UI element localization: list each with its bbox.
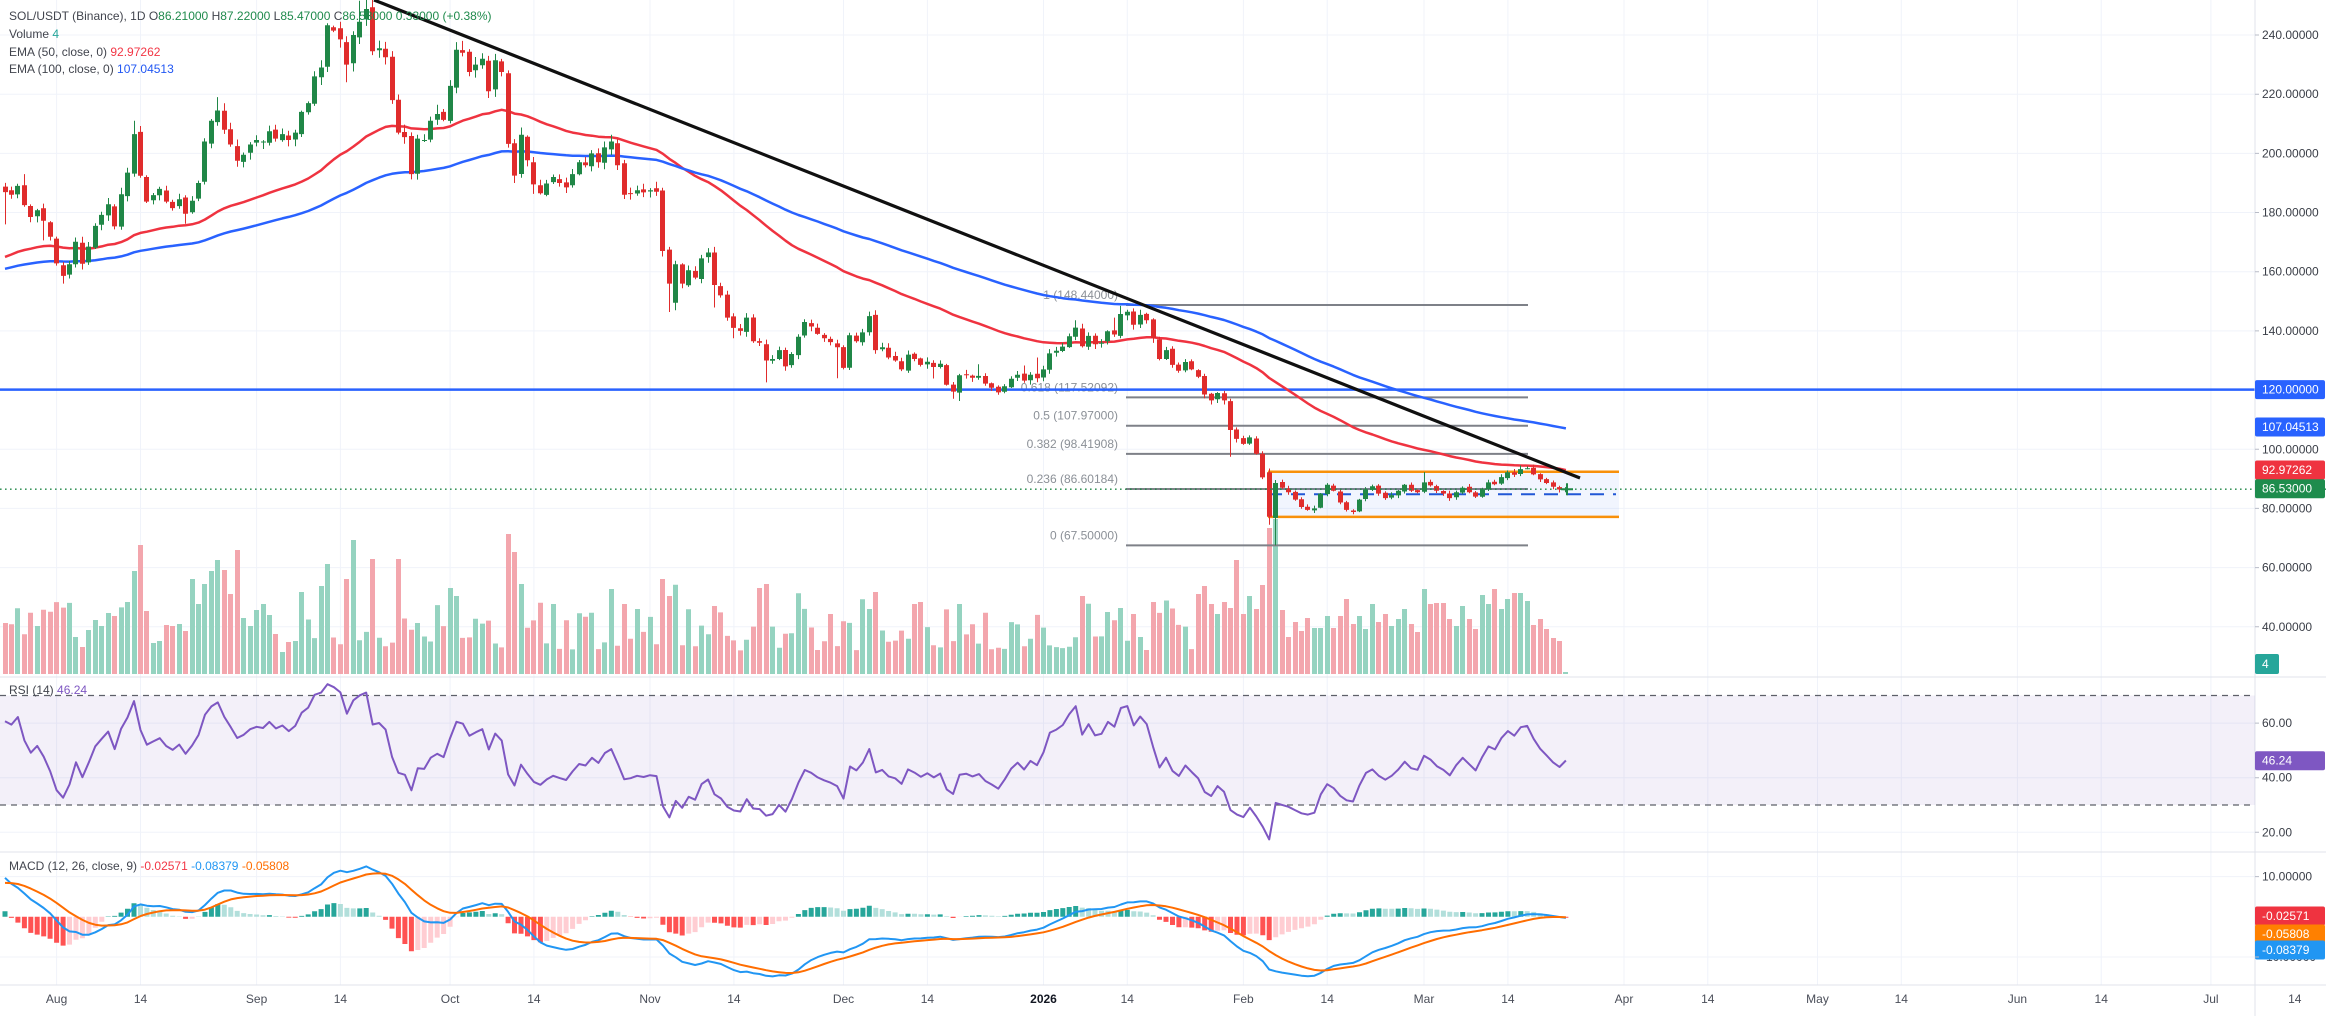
svg-text:200.00000: 200.00000 bbox=[2262, 146, 2319, 160]
svg-text:0.236 (86.60184): 0.236 (86.60184) bbox=[1027, 472, 1118, 486]
svg-text:220.00000: 220.00000 bbox=[2262, 87, 2319, 101]
svg-text:180.00000: 180.00000 bbox=[2262, 206, 2319, 220]
svg-text:Dec: Dec bbox=[833, 992, 854, 1006]
svg-text:60.00000: 60.00000 bbox=[2262, 561, 2312, 575]
svg-text:14: 14 bbox=[2288, 992, 2302, 1006]
svg-text:80.00000: 80.00000 bbox=[2262, 501, 2312, 515]
svg-text:EMA (50, close, 0) 92.97262: EMA (50, close, 0) 92.97262 bbox=[9, 45, 161, 59]
svg-text:14: 14 bbox=[1895, 992, 1909, 1006]
svg-text:160.00000: 160.00000 bbox=[2262, 265, 2319, 279]
svg-text:SOL/USDT (Binance), 1D O86.21: SOL/USDT (Binance), 1D O86.21000 H87.220… bbox=[9, 9, 492, 23]
svg-text:92.97262: 92.97262 bbox=[2262, 463, 2312, 477]
svg-text:14: 14 bbox=[2095, 992, 2109, 1006]
svg-text:40.00000: 40.00000 bbox=[2262, 620, 2312, 634]
svg-text:14: 14 bbox=[527, 992, 541, 1006]
svg-text:Sep: Sep bbox=[246, 992, 268, 1006]
svg-text:240.00000: 240.00000 bbox=[2262, 28, 2319, 42]
svg-text:Volume 4: Volume 4 bbox=[9, 27, 59, 41]
svg-text:14: 14 bbox=[1321, 992, 1335, 1006]
svg-text:14: 14 bbox=[334, 992, 348, 1006]
svg-text:2026: 2026 bbox=[1030, 992, 1057, 1006]
svg-text:MACD (12, 26, close, 9) -0.02: MACD (12, 26, close, 9) -0.02571 -0.0837… bbox=[9, 859, 290, 873]
svg-text:40.00: 40.00 bbox=[2262, 771, 2292, 785]
svg-text:0.5 (107.97000): 0.5 (107.97000) bbox=[1033, 409, 1118, 423]
svg-text:60.00: 60.00 bbox=[2262, 716, 2292, 730]
svg-text:0 (67.50000): 0 (67.50000) bbox=[1050, 528, 1118, 542]
svg-text:Jun: Jun bbox=[2008, 992, 2027, 1006]
svg-text:Oct: Oct bbox=[441, 992, 460, 1006]
svg-text:-0.02571: -0.02571 bbox=[2262, 909, 2310, 923]
svg-text:Nov: Nov bbox=[639, 992, 660, 1006]
svg-text:EMA (100, close, 0) 107.04513: EMA (100, close, 0) 107.04513 bbox=[9, 62, 174, 76]
svg-text:140.00000: 140.00000 bbox=[2262, 324, 2319, 338]
svg-text:Apr: Apr bbox=[1615, 992, 1634, 1006]
svg-text:-0.08379: -0.08379 bbox=[2262, 943, 2310, 957]
svg-text:10.00000: 10.00000 bbox=[2262, 870, 2312, 884]
svg-text:100.00000: 100.00000 bbox=[2262, 442, 2319, 456]
svg-text:RSI (14) 46.24: RSI (14) 46.24 bbox=[9, 683, 87, 697]
svg-text:14: 14 bbox=[727, 992, 741, 1006]
svg-text:107.04513: 107.04513 bbox=[2262, 420, 2319, 434]
svg-text:46.24: 46.24 bbox=[2262, 754, 2292, 768]
svg-text:0.382 (98.41908): 0.382 (98.41908) bbox=[1027, 437, 1118, 451]
svg-text:120.00000: 120.00000 bbox=[2262, 383, 2319, 397]
svg-text:Mar: Mar bbox=[1414, 992, 1435, 1006]
svg-text:14: 14 bbox=[1701, 992, 1715, 1006]
svg-text:14: 14 bbox=[1121, 992, 1135, 1006]
svg-text:0.618 (117.52092): 0.618 (117.52092) bbox=[1021, 380, 1118, 394]
svg-text:14: 14 bbox=[1501, 992, 1515, 1006]
svg-text:Jul: Jul bbox=[2203, 992, 2218, 1006]
svg-text:Feb: Feb bbox=[1233, 992, 1254, 1006]
svg-text:May: May bbox=[1806, 992, 1829, 1006]
svg-text:86.53000: 86.53000 bbox=[2262, 482, 2312, 496]
svg-text:-0.05808: -0.05808 bbox=[2262, 927, 2310, 941]
svg-text:14: 14 bbox=[134, 992, 148, 1006]
svg-text:4: 4 bbox=[2262, 657, 2269, 671]
svg-text:20.00: 20.00 bbox=[2262, 825, 2292, 839]
svg-text:Aug: Aug bbox=[46, 992, 67, 1006]
svg-text:14: 14 bbox=[921, 992, 935, 1006]
